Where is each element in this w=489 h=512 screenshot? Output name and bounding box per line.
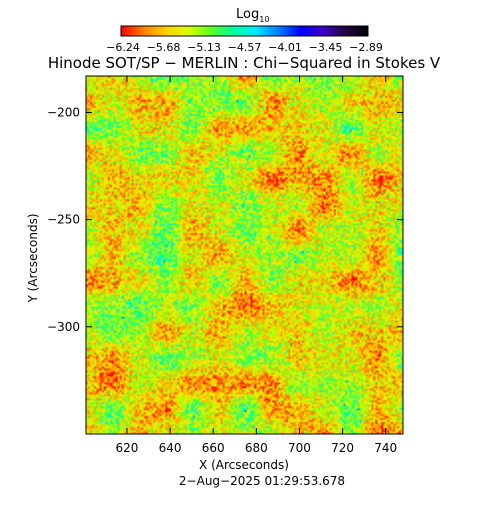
colorbar-tick-label: −5.68 bbox=[147, 41, 181, 54]
y-axis-ticks: −200 −250 −300 bbox=[47, 105, 403, 334]
heatmap-image bbox=[86, 76, 403, 434]
colorbar-tick-label: −2.89 bbox=[349, 41, 383, 54]
colorbar-label-subscript: 10 bbox=[259, 15, 269, 24]
x-tick-label: 640 bbox=[159, 441, 182, 455]
x-tick-label: 620 bbox=[116, 441, 139, 455]
colorbar-tick-label: −4.01 bbox=[268, 41, 302, 54]
x-tick-label: 680 bbox=[245, 441, 268, 455]
x-axis-label: X (Arcseconds) bbox=[199, 458, 289, 472]
colorbar-tick-label: −3.45 bbox=[309, 41, 343, 54]
colorbar-tick-label: −5.13 bbox=[187, 41, 221, 54]
colorbar bbox=[120, 25, 369, 37]
plot-frame bbox=[85, 75, 404, 435]
colorbar-tick-label: −6.24 bbox=[106, 41, 140, 54]
x-tick-label: 740 bbox=[374, 441, 397, 455]
timestamp-footer: 2−Aug−2025 01:29:53.678 bbox=[179, 474, 345, 488]
y-tick-label: −300 bbox=[47, 320, 80, 334]
x-tick-label: 700 bbox=[288, 441, 311, 455]
colorbar-label: Log10 bbox=[236, 7, 269, 24]
colorbar-label-main: Log bbox=[236, 7, 259, 22]
y-axis-label: Y (Arcseconds) bbox=[26, 213, 40, 303]
y-tick-label: −200 bbox=[47, 105, 80, 119]
x-tick-label: 720 bbox=[331, 441, 354, 455]
chart-title: Hinode SOT/SP − MERLIN : Chi−Squared in … bbox=[48, 54, 441, 72]
x-tick-label: 660 bbox=[202, 441, 225, 455]
colorbar-tick-labels: −6.24 −5.68 −5.13 −4.57 −4.01 −3.45 −2.89 bbox=[106, 41, 383, 54]
y-tick-label: −250 bbox=[47, 213, 80, 227]
x-axis-ticks: 620 640 660 680 700 720 740 bbox=[116, 76, 397, 455]
colorbar-tick-label: −4.57 bbox=[228, 41, 262, 54]
